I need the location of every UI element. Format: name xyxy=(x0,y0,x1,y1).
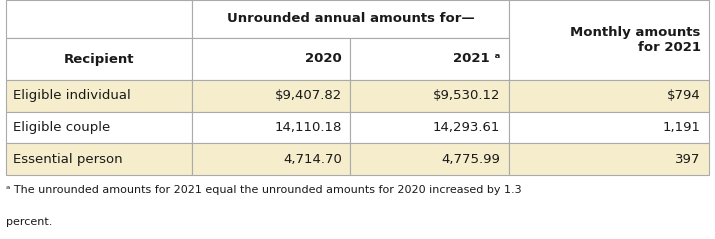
Bar xyxy=(509,112,709,143)
Bar xyxy=(350,112,509,143)
Bar xyxy=(192,80,350,112)
Text: 14,293.61: 14,293.61 xyxy=(433,121,500,134)
Bar xyxy=(509,0,709,80)
Text: Eligible individual: Eligible individual xyxy=(13,89,131,102)
Text: ᵃ The unrounded amounts for 2021 equal the unrounded amounts for 2020 increased : ᵃ The unrounded amounts for 2021 equal t… xyxy=(6,185,521,195)
Text: Essential person: Essential person xyxy=(13,153,122,166)
Bar xyxy=(192,0,509,38)
Text: Recipient: Recipient xyxy=(64,53,134,65)
Bar xyxy=(6,112,192,143)
Bar xyxy=(192,112,350,143)
Text: percent.: percent. xyxy=(6,217,52,227)
Bar xyxy=(509,80,709,112)
Bar xyxy=(6,143,192,175)
Text: 397: 397 xyxy=(676,153,701,166)
Text: $9,407.82: $9,407.82 xyxy=(275,89,342,102)
Bar xyxy=(350,143,509,175)
Text: $9,530.12: $9,530.12 xyxy=(433,89,500,102)
Bar xyxy=(192,38,350,80)
Bar xyxy=(6,0,192,38)
Text: Eligible couple: Eligible couple xyxy=(13,121,110,134)
Bar xyxy=(6,38,192,80)
Text: 2020: 2020 xyxy=(305,53,342,65)
Bar xyxy=(6,80,192,112)
Bar xyxy=(509,143,709,175)
Text: 2021 ᵃ: 2021 ᵃ xyxy=(453,53,500,65)
Bar xyxy=(350,80,509,112)
Bar xyxy=(192,143,350,175)
Text: Unrounded annual amounts for—: Unrounded annual amounts for— xyxy=(227,12,474,26)
Text: 4,775.99: 4,775.99 xyxy=(441,153,500,166)
Text: 4,714.70: 4,714.70 xyxy=(283,153,342,166)
Text: 1,191: 1,191 xyxy=(663,121,701,134)
Text: $794: $794 xyxy=(667,89,701,102)
Bar xyxy=(350,38,509,80)
Text: Monthly amounts
for 2021: Monthly amounts for 2021 xyxy=(571,26,701,54)
Text: 14,110.18: 14,110.18 xyxy=(275,121,342,134)
